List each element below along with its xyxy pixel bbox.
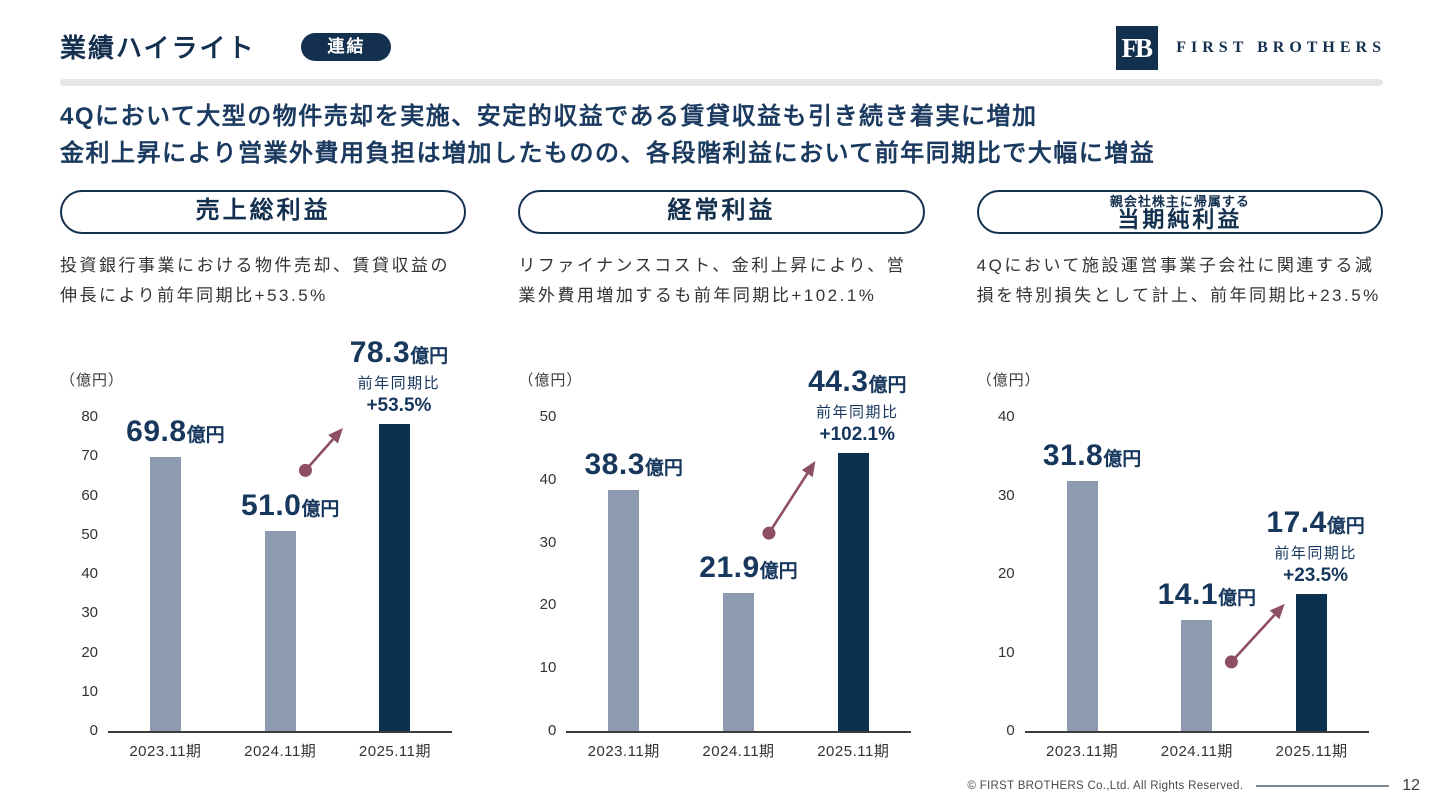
y-axis-tick: 50: [539, 408, 557, 425]
y-axis-tick: 10: [81, 682, 98, 700]
x-axis-label: 2025.11期: [817, 743, 890, 760]
logo-monogram-icon: FB: [1116, 26, 1159, 70]
y-axis-tick: 0: [89, 722, 98, 739]
consolidated-badge: 連結: [301, 32, 392, 61]
page-number: 12: [1402, 777, 1420, 794]
logo-text: FIRST BROTHERS: [1176, 39, 1386, 56]
metric-description-line-2: 業外費用増加するも前年同期比+102.1%: [518, 286, 877, 305]
axis-unit-label: （億円）: [60, 372, 125, 389]
metric-description-line-2: 伸長により前年同期比+53.5%: [60, 286, 328, 305]
metric-description: 投資銀行事業における物件売却、賃貸収益の 伸長により前年同期比+53.5%: [60, 251, 466, 311]
bar-value-label: 31.8億円: [1042, 439, 1142, 473]
x-axis-label: 2023.11期: [129, 743, 202, 760]
metric-description-line-1: 4Qにおいて施設運営事業子会社に関連する減: [976, 256, 1375, 275]
bar-value-label: 21.9億円: [699, 551, 798, 585]
bar-2023.11期: [608, 490, 640, 731]
page-title: 業績ハイライト: [60, 33, 256, 63]
bar-2023.11期: [149, 457, 181, 731]
y-axis-tick: 10: [539, 659, 557, 677]
y-axis-tick: 30: [997, 486, 1015, 504]
arrow-dot-icon: [298, 463, 312, 477]
bar-value-label: 69.8億円: [126, 415, 225, 449]
bar-2024.11期: [722, 593, 754, 731]
y-axis-tick: 20: [539, 596, 557, 614]
x-axis-label: 2025.11期: [358, 743, 431, 760]
metric-pill-ordinary-profit: 経常利益: [518, 190, 925, 234]
metric-columns: 売上総利益 投資銀行事業における物件売却、賃貸収益の 伸長により前年同期比+53…: [60, 190, 1383, 775]
y-axis-tick: 20: [81, 643, 98, 661]
axis-unit-label: （億円）: [976, 372, 1041, 389]
arrow-head-icon: [328, 427, 343, 444]
bar-2024.11期: [264, 530, 296, 731]
yoy-annotation: 17.4億円 前年同期比 +23.5%: [1266, 506, 1365, 587]
metric-title: 当期純利益: [1117, 207, 1243, 232]
metric-pill-gross-profit: 売上総利益: [60, 190, 467, 234]
metric-description-line-1: リファイナンスコスト、金利上昇により、営: [518, 256, 907, 275]
section-ordinary-profit: 経常利益 リファイナンスコスト、金利上昇により、営 業外費用増加するも前年同期比…: [518, 190, 925, 775]
header-divider: [60, 79, 1383, 86]
y-axis-tick: 10: [997, 643, 1015, 661]
footer-copyright: © FIRST BROTHERS Co.,Ltd. All Rights Res…: [967, 780, 1244, 792]
y-axis-tick: 30: [539, 533, 557, 551]
bar-2025.11期: [837, 452, 869, 731]
headline: 4Qにおいて大型の物件売却を実施、安定的収益である賃貸収益も引き続き着実に増加 …: [60, 98, 1155, 172]
x-axis-label: 2024.11期: [702, 743, 775, 760]
bar-2025.11期: [379, 423, 411, 731]
yoy-annotation: 44.3億円 前年同期比 +102.1%: [808, 364, 907, 445]
y-axis-tick: 40: [81, 565, 98, 582]
arrow-head-icon: [802, 460, 816, 478]
x-axis-label: 2023.11期: [1045, 743, 1119, 760]
yoy-annotation: 78.3億円 前年同期比 +53.5%: [349, 335, 449, 416]
x-axis-label: 2024.11期: [1160, 743, 1233, 760]
section-gross-profit: 売上総利益 投資銀行事業における物件売却、賃貸収益の 伸長により前年同期比+53…: [60, 190, 467, 775]
y-axis-tick: 0: [547, 722, 557, 739]
header: 業績ハイライト 連結: [60, 28, 392, 65]
arrow-dot-icon: [762, 526, 776, 540]
plot-area: 0 10 20 30 40 50 2023.11期 38.3億円 2024.11期 21.9億円 2…: [540, 365, 911, 760]
bar-value-label: 38.3億円: [584, 448, 683, 482]
y-axis-tick: 30: [81, 604, 98, 622]
metric-description: 4Qにおいて施設運営事業子会社に関連する減 損を特別損失として計上、前年同期比+…: [977, 251, 1383, 311]
footer: © FIRST BROTHERS Co.,Ltd. All Rights Res…: [967, 777, 1420, 795]
section-net-income: 親会社株主に帰属する 当期純利益 4Qにおいて施設運営事業子会社に関連する減 損…: [976, 190, 1383, 775]
y-axis-tick: 40: [997, 408, 1015, 425]
x-axis-label: 2025.11期: [1275, 743, 1348, 760]
chart-ordinary-profit: （億円） 0 10 20 30 40 50 2023.11期 38.3億円 2024.11期 21…: [518, 355, 924, 775]
y-axis-tick: 60: [81, 486, 98, 504]
plot-area: 0 10 20 30 40 50 60 70 80 2023.11期 69.8億円 2024.11期 5…: [81, 336, 453, 760]
x-axis-label: 2023.11期: [587, 743, 660, 760]
metric-title: 経常利益: [667, 197, 776, 224]
metric-description: リファイナンスコスト、金利上昇により、営 業外費用増加するも前年同期比+102.…: [518, 251, 924, 311]
headline-line-1: 4Qにおいて大型の物件売却を実施、安定的収益である賃貸収益も引き続き着実に増加: [60, 103, 1038, 130]
axis-unit-label: （億円）: [518, 372, 583, 389]
y-axis-tick: 40: [539, 470, 557, 488]
bar-2025.11期: [1296, 594, 1328, 731]
chart-gross-profit: （億円） 0 10 20 30 40 50 60 70 80 2023.11期 69.8億円 2024…: [60, 336, 466, 775]
y-axis-tick: 50: [81, 525, 98, 543]
bar-value-label: 51.0億円: [240, 488, 340, 522]
company-logo: FB FIRST BROTHERS: [1116, 26, 1386, 70]
bar-2023.11期: [1066, 481, 1098, 731]
metric-title: 売上総利益: [195, 197, 331, 224]
arrow-head-icon: [1269, 603, 1285, 620]
y-axis-tick: 20: [997, 565, 1015, 582]
chart-net-income: （億円） 0 10 20 30 40 2023.11期 31.8億円 2024.11期 14.1…: [977, 355, 1383, 775]
footer-divider-line: [1256, 785, 1390, 787]
bar-2024.11期: [1181, 620, 1213, 731]
y-axis-tick: 70: [81, 447, 98, 465]
metric-description-line-2: 損を特別損失として計上、前年同期比+23.5%: [976, 286, 1381, 305]
metric-title-small: 親会社株主に帰属する: [1109, 194, 1250, 209]
metric-description-line-1: 投資銀行事業における物件売却、賃貸収益の: [60, 256, 450, 275]
arrow-dot-icon: [1224, 655, 1238, 669]
metric-pill-net-income: 親会社株主に帰属する 当期純利益: [976, 190, 1383, 234]
plot-area: 0 10 20 30 40 2023.11期 31.8億円 2024.11期 14.1億円 202…: [998, 408, 1369, 760]
bar-value-label: 14.1億円: [1157, 578, 1257, 612]
y-axis-tick: 0: [1006, 722, 1015, 739]
y-axis-tick: 80: [81, 408, 98, 425]
x-axis-label: 2024.11期: [244, 743, 317, 760]
headline-line-2: 金利上昇により営業外費用負担は増加したものの、各段階利益において前年同期比で大幅…: [60, 140, 1156, 167]
